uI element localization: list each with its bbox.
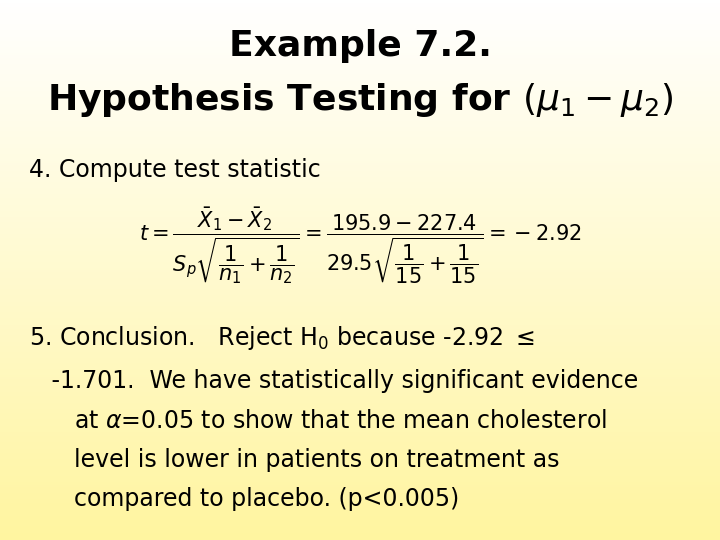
- Text: at $\alpha$=0.05 to show that the mean cholesterol: at $\alpha$=0.05 to show that the mean c…: [29, 409, 607, 433]
- Text: 5. Conclusion.   Reject H$_0$ because -2.92 $\leq$: 5. Conclusion. Reject H$_0$ because -2.9…: [29, 323, 535, 352]
- Text: compared to placebo. (p<0.005): compared to placebo. (p<0.005): [29, 487, 459, 511]
- Text: Example 7.2.: Example 7.2.: [228, 29, 492, 63]
- Text: level is lower in patients on treatment as: level is lower in patients on treatment …: [29, 448, 559, 472]
- Text: Hypothesis Testing for $(\mu_1-\mu_2)$: Hypothesis Testing for $(\mu_1-\mu_2)$: [47, 81, 673, 119]
- Text: 4. Compute test statistic: 4. Compute test statistic: [29, 158, 320, 182]
- Text: $t = \dfrac{\bar{X}_1 - \bar{X}_2}{S_p\sqrt{\dfrac{1}{n_1}+\dfrac{1}{n_2}}} = \d: $t = \dfrac{\bar{X}_1 - \bar{X}_2}{S_p\s…: [139, 205, 581, 286]
- Text: -1.701.  We have statistically significant evidence: -1.701. We have statistically significan…: [29, 369, 638, 393]
